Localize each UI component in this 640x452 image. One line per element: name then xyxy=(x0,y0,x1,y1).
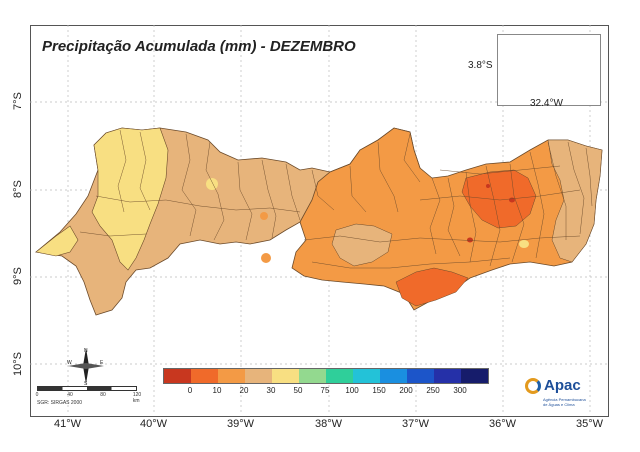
legend-tick: 20 xyxy=(239,386,249,395)
lat-label-8s: 8°S xyxy=(12,180,24,198)
legend-swatch xyxy=(326,369,353,383)
legend-tick: 75 xyxy=(320,386,330,395)
legend-swatch xyxy=(245,369,272,383)
legend-tick-labels: 0 10 20 30 50 75 100 150 200 250 300 xyxy=(163,384,489,396)
map-title: Precipitação Acumulada (mm) - DEZEMBRO xyxy=(42,38,356,55)
scale-tick: 120 km xyxy=(132,392,142,404)
inset-lon-label: 32.4°W xyxy=(530,98,563,109)
red-spot xyxy=(509,197,515,203)
yellow-region-sertao xyxy=(91,127,169,271)
legend-swatch xyxy=(407,369,434,383)
apac-logo-subtitle: Agência Pernambucana de Águas e Clima xyxy=(543,397,586,407)
lon-label-41w: 41°W xyxy=(54,418,82,430)
inset-lat-label: 3.8°S xyxy=(468,60,493,71)
apac-logo-text: Apac xyxy=(544,377,581,394)
inset-map-frame xyxy=(497,34,601,106)
apac-logo-icon xyxy=(525,377,541,394)
compass-rose-icon: N S E W xyxy=(67,348,104,386)
lon-label-38w: 38°W xyxy=(315,418,343,430)
orange-spot xyxy=(260,212,268,220)
legend-tick: 10 xyxy=(212,386,222,395)
scale-note: SGR: SIRGAS 2000 xyxy=(37,400,83,406)
dark-orange-core xyxy=(461,169,537,229)
legend-swatch xyxy=(353,369,380,383)
lat-label-10s: 10°S xyxy=(12,352,24,376)
legend-swatch xyxy=(380,369,407,383)
coastal-zone-mata xyxy=(547,139,603,263)
lat-label-9s: 9°S xyxy=(12,267,24,285)
red-spot xyxy=(486,184,490,188)
compass-w: W xyxy=(67,360,72,366)
yellow-spot xyxy=(206,178,218,190)
red-spot xyxy=(467,237,473,243)
compass-e: E xyxy=(100,360,104,366)
legend-swatch xyxy=(164,369,191,383)
lon-label-37w: 37°W xyxy=(402,418,430,430)
orange-spot xyxy=(261,253,271,263)
legend-tick: 200 xyxy=(399,386,413,395)
scale-tick: 0 xyxy=(35,392,39,398)
compass-s: S xyxy=(84,381,88,386)
scale-bar-graphic xyxy=(37,386,137,391)
compass-n: N xyxy=(84,348,88,354)
legend-swatch xyxy=(461,369,488,383)
legend-swatch xyxy=(191,369,218,383)
legend-tick: 50 xyxy=(293,386,303,395)
precipitation-legend: 0 10 20 30 50 75 100 150 200 250 300 xyxy=(163,368,489,396)
scale-labels: 0 40 80 120 km xyxy=(35,391,142,404)
legend-swatch xyxy=(272,369,299,383)
legend-tick: 0 xyxy=(187,386,193,395)
central-tan-patch xyxy=(331,223,393,267)
lon-label-35w: 35°W xyxy=(576,418,604,430)
apac-logo: Apac xyxy=(525,377,581,394)
legend-tick: 300 xyxy=(453,386,467,395)
south-dark-strip xyxy=(395,267,469,307)
lon-label-39w: 39°W xyxy=(227,418,255,430)
legend-tick: 250 xyxy=(426,386,440,395)
scale-tick: 40 xyxy=(67,392,73,398)
lon-label-40w: 40°W xyxy=(140,418,168,430)
legend-tick: 100 xyxy=(345,386,359,395)
legend-tick: 30 xyxy=(266,386,276,395)
scale-tick: 80 xyxy=(100,392,106,398)
legend-swatch xyxy=(218,369,245,383)
municipal-borders xyxy=(79,129,593,269)
legend-swatch xyxy=(299,369,326,383)
lon-label-36w: 36°W xyxy=(489,418,517,430)
yellow-region-west-tip xyxy=(35,225,79,257)
legend-color-bar xyxy=(163,368,489,384)
legend-tick: 150 xyxy=(372,386,386,395)
yellow-spot xyxy=(519,240,529,248)
lat-label-7s: 7°S xyxy=(12,92,24,110)
legend-swatch xyxy=(434,369,461,383)
scale-bar: 0 40 80 120 km SGR: SIRGAS 2000 xyxy=(35,386,142,406)
